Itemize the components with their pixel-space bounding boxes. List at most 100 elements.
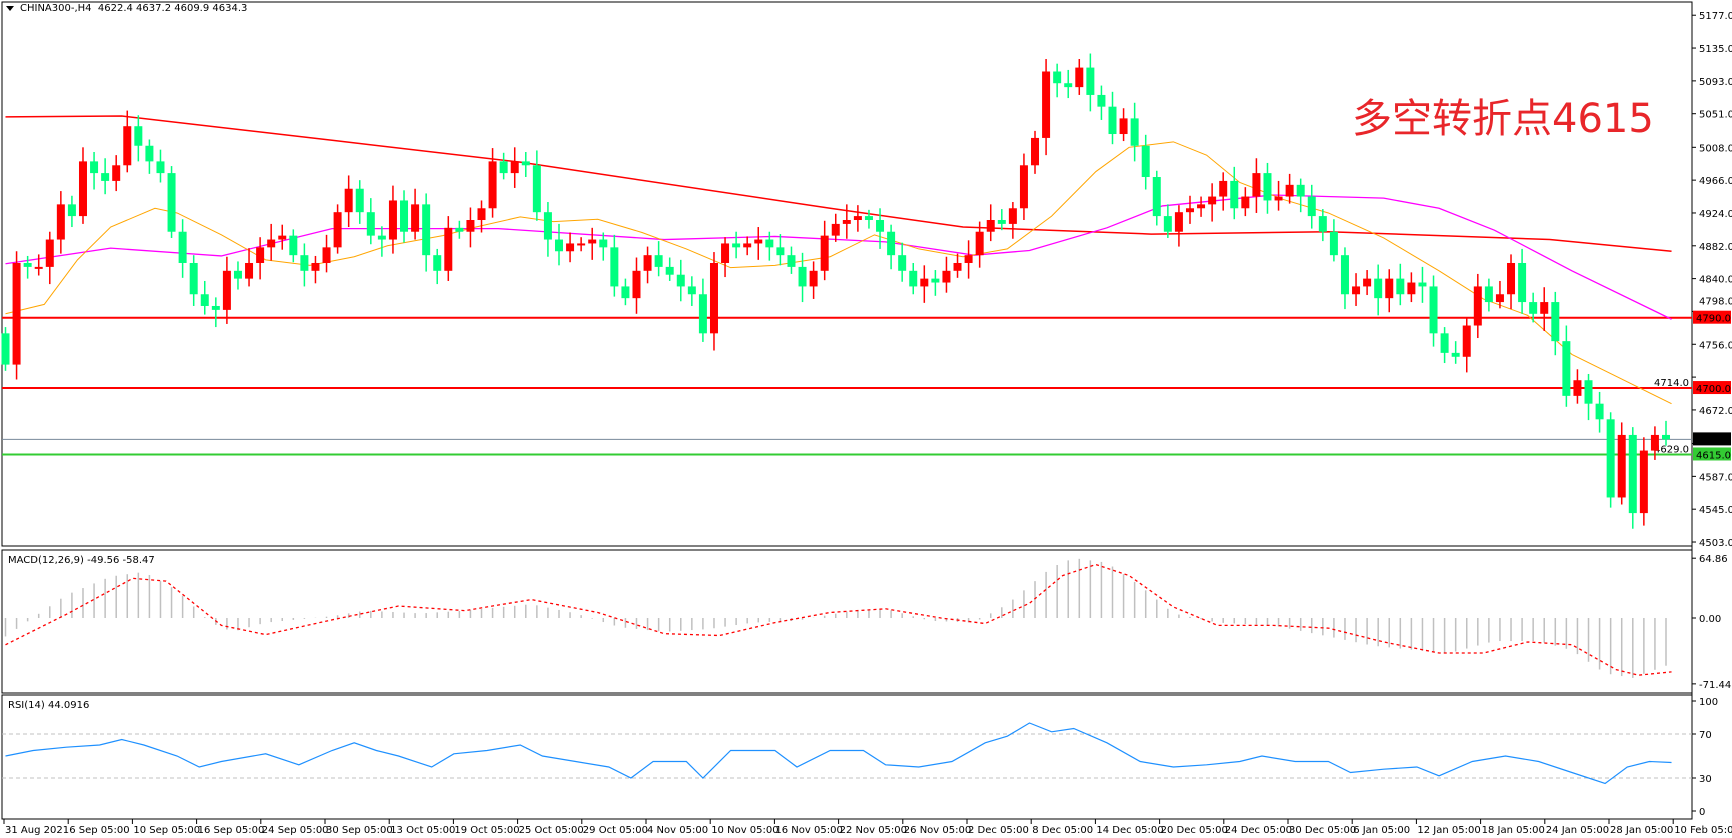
candle-bullish — [743, 243, 752, 248]
candle-bearish — [610, 247, 619, 287]
candle-bearish — [909, 270, 918, 287]
time-tick-label: 24 Dec 05:00 — [1225, 825, 1292, 836]
candle-bearish — [1451, 352, 1460, 357]
level-price-tag — [1693, 381, 1731, 395]
rsi-tick-label: 30 — [1699, 774, 1712, 785]
time-tick-label: 2 Dec 05:00 — [968, 825, 1029, 836]
candle-bullish — [1507, 262, 1516, 295]
candle-bearish — [676, 274, 685, 287]
candle-bearish — [145, 145, 154, 162]
candle-bullish — [964, 255, 973, 263]
time-tick-label: 19 Oct 05:00 — [454, 825, 519, 836]
candle-bullish — [388, 200, 397, 240]
candle-bearish — [931, 278, 940, 283]
price-tick-label: 4756.0 — [1699, 340, 1732, 351]
annotation-text: 多空转折点4615 — [1352, 96, 1654, 142]
time-tick-label: 24 Jan 05:00 — [1546, 825, 1609, 836]
candle-bearish — [876, 220, 885, 232]
time-tick-label: 20 Dec 05:00 — [1161, 825, 1228, 836]
macd-tick-label: 64.86 — [1699, 554, 1728, 565]
candle-bullish — [256, 247, 265, 263]
candle-bearish — [787, 255, 796, 267]
candle-bullish — [831, 223, 840, 236]
candle-bearish — [1, 333, 10, 365]
rsi-tick-label: 0 — [1699, 807, 1705, 818]
candle-bullish — [322, 247, 331, 263]
price-tick-label: 5051.0 — [1699, 110, 1732, 121]
candle-bearish — [1130, 118, 1139, 146]
candle-bearish — [1628, 434, 1637, 514]
candle-bullish — [112, 165, 121, 181]
candle-bearish — [67, 204, 76, 217]
candle-bullish — [1473, 286, 1482, 326]
candle-bearish — [233, 270, 242, 279]
candle-bearish — [1053, 71, 1062, 84]
candle-bearish — [1152, 177, 1161, 217]
candle-bullish — [566, 243, 575, 252]
candle-bullish — [709, 262, 718, 334]
candle-bearish — [1562, 341, 1571, 396]
candle-bearish — [189, 262, 198, 295]
chart-title: CHINA300-,H4 4622.4 4637.2 4609.9 4634.3 — [6, 3, 247, 14]
rsi-tick-label: 70 — [1699, 730, 1712, 741]
price-tick-label: 4587.0 — [1699, 472, 1732, 483]
macd-tick-label: 0.00 — [1699, 614, 1721, 625]
candle-bullish — [1208, 196, 1217, 205]
candle-bullish — [1241, 196, 1250, 209]
candle-bullish — [278, 235, 287, 240]
candle-bearish — [455, 227, 464, 232]
candle-bearish — [167, 173, 176, 232]
candle-bearish — [1440, 333, 1449, 353]
price-tick-label: 4714.0 — [1654, 378, 1689, 389]
time-tick-label: 30 Dec 05:00 — [1289, 825, 1356, 836]
candle-bullish — [56, 204, 65, 240]
candle-bullish — [842, 220, 851, 224]
candle-bearish — [355, 188, 364, 213]
candle-bearish — [1340, 255, 1349, 295]
candle-bearish — [1230, 180, 1239, 209]
candle-bullish — [1462, 325, 1471, 357]
time-tick-label: 14 Dec 05:00 — [1096, 825, 1163, 836]
candle-bearish — [698, 294, 707, 334]
last-price-tag-label: 4634.3 — [1696, 435, 1731, 446]
candle-bearish — [1484, 286, 1493, 303]
candle-bullish — [411, 204, 420, 232]
rsi-tick-label: 100 — [1699, 697, 1718, 708]
candle-bearish — [665, 266, 674, 275]
candle-bullish — [942, 270, 951, 283]
candle-bullish — [1219, 180, 1228, 197]
main-panel-frame — [1, 1, 1693, 547]
candle-bullish — [311, 262, 320, 271]
candle-bullish — [45, 239, 54, 267]
candle-bearish — [1307, 196, 1316, 217]
time-tick-label: 30 Sep 05:00 — [326, 825, 393, 836]
time-tick-label: 12 Jan 05:00 — [1417, 825, 1480, 836]
candle-bullish — [1274, 196, 1283, 201]
candle-bearish — [1396, 278, 1405, 295]
candle-bullish — [123, 126, 132, 166]
time-tick-label: 10 Feb 05:00 — [1674, 825, 1732, 836]
candle-bearish — [1086, 67, 1095, 95]
candle-bearish — [1429, 286, 1438, 334]
candle-bullish — [1573, 380, 1582, 396]
candle-bullish — [986, 220, 995, 232]
time-tick-label: 6 Jan 05:00 — [1353, 825, 1410, 836]
dropdown-triangle-icon[interactable] — [6, 5, 14, 11]
candle-bearish — [864, 216, 873, 220]
candle-bullish — [1185, 208, 1194, 213]
candle-bullish — [1042, 71, 1051, 138]
candle-bearish — [1296, 184, 1305, 197]
candle-bearish — [23, 262, 32, 267]
candle-bearish — [200, 294, 209, 306]
candle-bearish — [1163, 216, 1172, 232]
candle-bullish — [721, 243, 730, 263]
time-tick-label: 8 Dec 05:00 — [1032, 825, 1093, 836]
candle-bearish — [555, 239, 563, 252]
level-price-tag-label: 4615.0 — [1696, 450, 1731, 461]
rsi-panel-frame — [1, 694, 1693, 820]
candle-bullish — [488, 161, 497, 209]
time-tick-label: 24 Sep 05:00 — [262, 825, 329, 836]
candle-bearish — [1518, 262, 1527, 303]
price-tick-label: 4503.0 — [1699, 538, 1732, 549]
